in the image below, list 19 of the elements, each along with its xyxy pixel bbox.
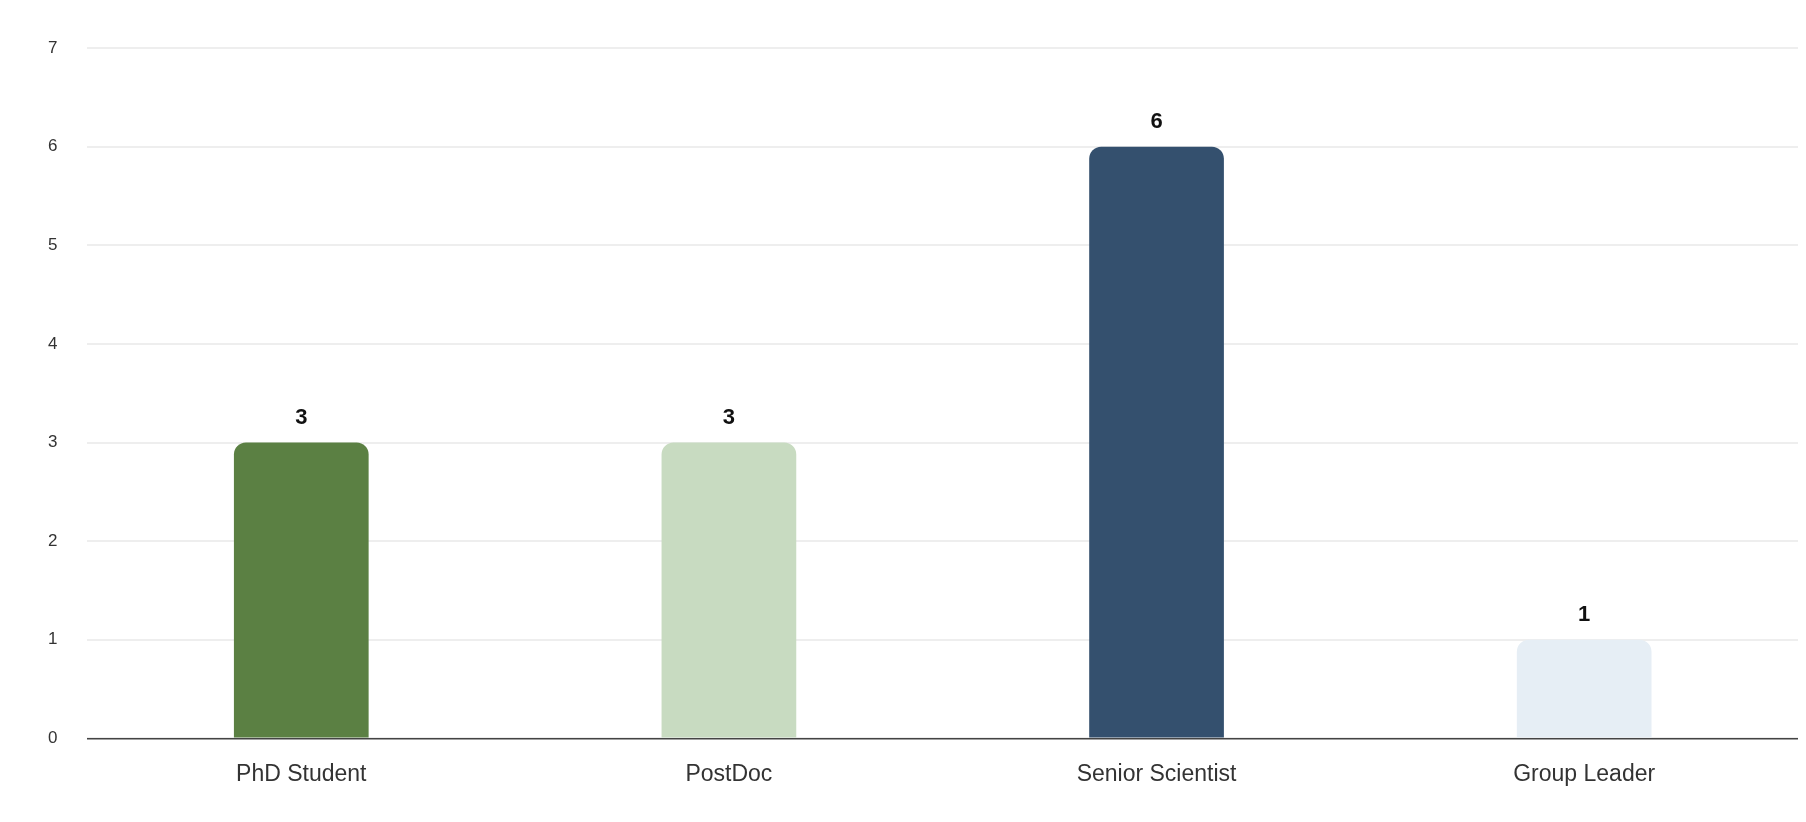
x-tick-label: Senior Scientist bbox=[1076, 759, 1238, 786]
data-label: 6 bbox=[1150, 107, 1163, 133]
y-tick-label: 7 bbox=[47, 37, 58, 57]
x-tick-label: PostDoc bbox=[685, 759, 773, 786]
y-tick-label: 2 bbox=[47, 530, 58, 550]
data-label: 3 bbox=[295, 403, 308, 429]
bar bbox=[233, 442, 369, 738]
y-tick-label: 5 bbox=[47, 235, 58, 255]
y-tick-label: 0 bbox=[47, 728, 58, 748]
y-tick-label: 1 bbox=[47, 629, 58, 649]
data-label: 1 bbox=[1578, 600, 1591, 626]
x-tick-label: PhD Student bbox=[236, 759, 368, 786]
data-label: 3 bbox=[722, 403, 736, 429]
y-tick-label: 6 bbox=[47, 136, 58, 156]
x-tick-label: Group Leader bbox=[1513, 759, 1656, 786]
y-tick-label: 3 bbox=[47, 432, 58, 452]
bar bbox=[1089, 146, 1224, 738]
bar bbox=[661, 442, 797, 738]
y-tick-label: 4 bbox=[47, 333, 58, 353]
